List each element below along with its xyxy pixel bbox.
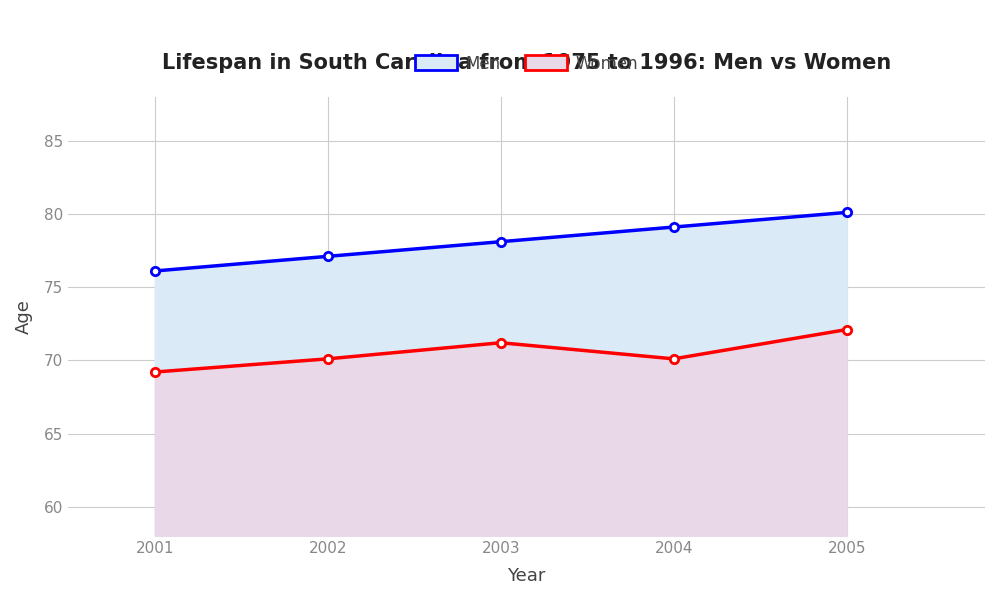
Y-axis label: Age: Age [15,299,33,334]
Title: Lifespan in South Carolina from 1975 to 1996: Men vs Women: Lifespan in South Carolina from 1975 to … [162,53,891,73]
Legend: Men, Women: Men, Women [409,48,645,79]
X-axis label: Year: Year [507,567,546,585]
